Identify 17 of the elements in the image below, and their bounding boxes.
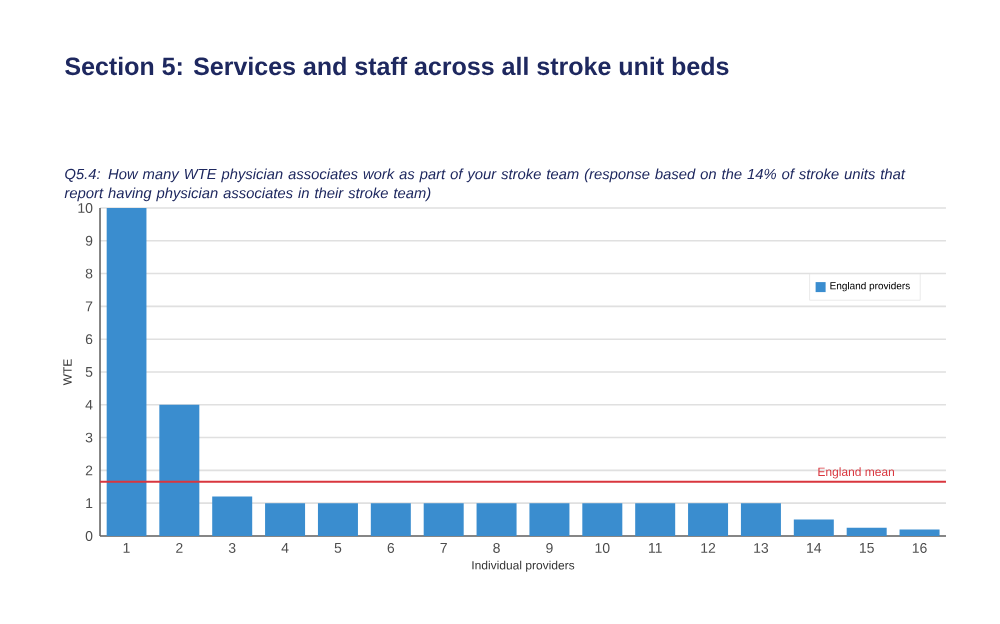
bar [582,503,623,536]
bar [740,503,781,536]
bar [317,503,358,536]
bar [370,503,411,536]
bar [846,527,887,536]
bar [635,503,676,536]
bar [265,503,306,536]
bar [423,503,464,536]
chart-title: Section 5: Services and staff across all stroke unit beds [65,56,729,76]
bar [899,529,940,536]
bar [476,503,517,536]
bar [212,496,253,536]
bar [106,207,147,536]
bar [688,503,729,536]
bar [793,519,834,536]
bar [529,503,570,536]
bar [159,404,200,536]
